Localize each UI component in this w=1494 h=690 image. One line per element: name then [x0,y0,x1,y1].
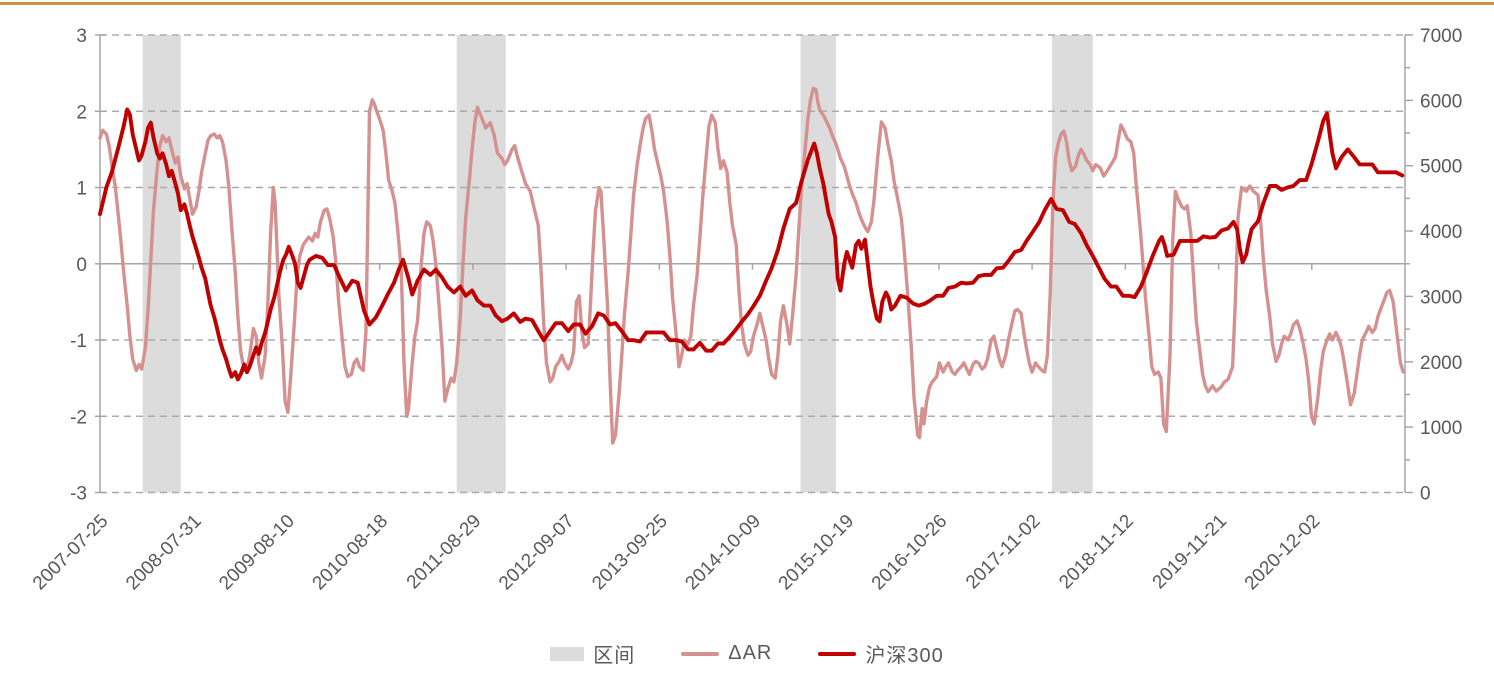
svg-text:3000: 3000 [1420,287,1462,308]
left-axis-labels: 3 2 1 0 -1 -2 -3 [70,26,87,505]
svg-text:6000: 6000 [1420,91,1462,112]
svg-text:3: 3 [76,26,87,47]
svg-text:2014-10-09: 2014-10-09 [681,511,765,595]
svg-text:7000: 7000 [1420,26,1462,47]
svg-text:2010-08-18: 2010-08-18 [309,511,393,595]
svg-text:0: 0 [76,255,87,276]
legend-csi300-label: 沪深300 [865,645,944,667]
series-line-csi300 [98,107,1405,382]
legend-deltaar-label: ΔAR [728,642,773,664]
svg-text:0: 0 [1420,484,1431,505]
svg-text:2018-11-12: 2018-11-12 [1055,511,1138,594]
legend-band-swatch [550,646,585,661]
x-axis-labels: 2007-07-25 2008-07-31 2009-08-10 2010-08-18… [29,511,1324,595]
svg-text:2: 2 [76,102,87,123]
chart-legend: 区间 ΔAR 沪深300 [0,639,1494,668]
svg-text:2000: 2000 [1420,353,1462,374]
svg-text:2007-07-25: 2007-07-25 [29,511,113,595]
svg-text:2013-09-25: 2013-09-25 [588,511,672,595]
svg-text:2009-08-10: 2009-08-10 [215,511,299,595]
svg-text:-3: -3 [70,484,87,505]
legend-csi300-swatch [818,651,857,656]
svg-text:2020-12-02: 2020-12-02 [1241,511,1325,595]
series-line-deltaar [98,86,1405,445]
legend-item-band: 区间 [550,639,635,668]
legend-band-label: 区间 [593,645,636,667]
svg-text:-2: -2 [70,407,87,428]
legend-deltaar-swatch [681,651,720,656]
svg-text:2017-11-02: 2017-11-02 [962,511,1045,594]
top-accent-line [0,2,1494,5]
svg-text:1000: 1000 [1420,418,1462,439]
svg-text:4000: 4000 [1420,222,1462,243]
axes [95,34,1413,494]
svg-text:1: 1 [76,179,87,200]
svg-text:2012-09-07: 2012-09-07 [495,511,579,595]
svg-text:-1: -1 [70,331,87,352]
svg-text:2011-08-29: 2011-08-29 [403,511,486,594]
svg-text:2008-07-31: 2008-07-31 [122,511,206,595]
svg-text:2015-10-19: 2015-10-19 [775,511,859,595]
legend-item-csi300: 沪深300 [818,639,943,668]
svg-text:2016-10-26: 2016-10-26 [868,511,952,595]
legend-item-deltaar: ΔAR [681,642,772,665]
svg-text:2019-11-21: 2019-11-21 [1149,511,1232,594]
svg-text:5000: 5000 [1420,157,1462,178]
right-axis-labels: 7000 6000 5000 4000 3000 2000 1000 0 [1420,26,1462,505]
